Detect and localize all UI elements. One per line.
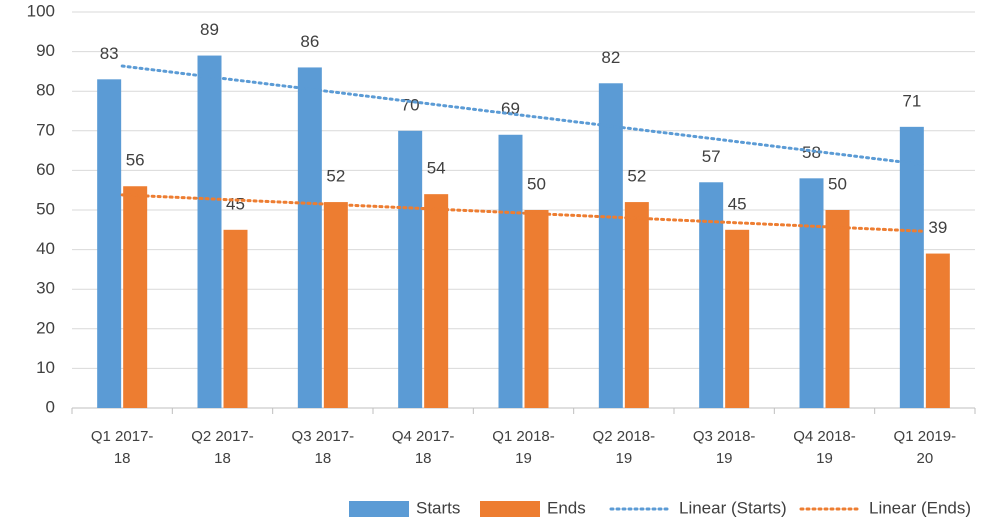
- data-label: 39: [928, 218, 947, 237]
- data-label: 57: [702, 147, 721, 166]
- y-tick-label: 80: [36, 81, 55, 100]
- y-tick-label: 100: [27, 1, 55, 20]
- bar: [699, 182, 724, 408]
- legend-swatch: [480, 501, 540, 517]
- bar: [197, 55, 222, 409]
- bar: [725, 229, 750, 408]
- legend-label: Linear (Starts): [679, 498, 787, 517]
- x-tick-label: Q1 2017-18: [90, 428, 154, 467]
- data-label: 82: [601, 48, 620, 67]
- data-label: 45: [728, 194, 747, 213]
- data-label: 83: [100, 44, 119, 63]
- y-tick-label: 40: [36, 239, 55, 258]
- y-tick-label: 90: [36, 41, 55, 60]
- bar: [424, 194, 449, 408]
- y-tick-label: 50: [36, 199, 55, 218]
- data-label: 52: [627, 167, 646, 186]
- trend-line: [120, 193, 927, 233]
- y-tick-label: 60: [36, 160, 55, 179]
- bar: [825, 210, 850, 408]
- bar: [925, 253, 950, 408]
- bar: [97, 79, 122, 408]
- bar: [524, 210, 549, 408]
- data-label: 71: [902, 91, 921, 110]
- legend-label: Linear (Ends): [869, 498, 971, 517]
- trend-line: [120, 64, 927, 167]
- bar: [123, 186, 148, 408]
- x-tick-label: Q4 2017-18: [391, 428, 455, 467]
- x-tick-label: Q1 2019-20: [893, 428, 957, 467]
- legend-label: Ends: [547, 498, 586, 517]
- bar: [799, 178, 824, 408]
- x-tick-label: Q4 2018-19: [793, 428, 856, 467]
- bar: [899, 126, 924, 408]
- y-tick-label: 70: [36, 120, 55, 139]
- x-tick-label: Q1 2018-19: [492, 428, 555, 467]
- bar: [398, 130, 423, 409]
- bar: [297, 67, 322, 408]
- data-label: 52: [326, 167, 345, 186]
- x-tick-label: Q3 2018-19: [692, 428, 756, 467]
- data-label: 54: [427, 159, 446, 178]
- y-tick-label: 0: [46, 397, 55, 416]
- bar: [624, 202, 649, 408]
- bar: [498, 134, 523, 408]
- data-label: 45: [226, 194, 245, 213]
- bar: [323, 202, 348, 408]
- x-tick-label: Q2 2017-18: [191, 428, 254, 467]
- x-tick-label: Q3 2017-18: [291, 428, 355, 467]
- legend-swatch: [349, 501, 409, 517]
- bar: [223, 229, 248, 408]
- y-tick-label: 10: [36, 358, 55, 377]
- x-tick-label: Q2 2018-19: [592, 428, 656, 467]
- data-label: 89: [200, 20, 219, 39]
- y-tick-label: 30: [36, 279, 55, 298]
- data-label: 70: [401, 95, 420, 114]
- data-label: 58: [802, 143, 821, 162]
- data-label: 86: [300, 32, 319, 51]
- bar: [598, 83, 623, 408]
- data-label: 56: [126, 151, 145, 170]
- legend-label: Starts: [416, 498, 460, 517]
- data-label: 50: [527, 174, 546, 193]
- y-tick-label: 20: [36, 318, 55, 337]
- data-label: 50: [828, 174, 847, 193]
